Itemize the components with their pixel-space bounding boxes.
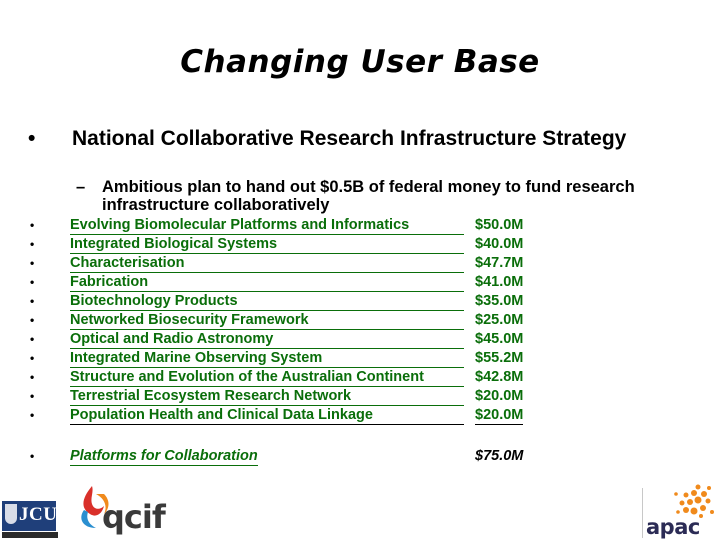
bullet-marker: • <box>30 237 35 251</box>
bullet-marker: • <box>30 294 35 308</box>
list-item: • Integrated Marine Observing System $55… <box>0 349 720 368</box>
funding-amount: $42.8M <box>475 369 524 385</box>
apac-sunburst-icon <box>674 484 714 518</box>
funding-amount: $20.0M <box>475 407 524 425</box>
platform-link[interactable]: Evolving Biomolecular Platforms and Info… <box>70 216 464 235</box>
funding-amount: $47.7M <box>475 255 524 271</box>
platform-link[interactable]: Terrestrial Ecosystem Research Network <box>70 387 464 406</box>
bullet-marker: • <box>30 408 35 422</box>
bullet-marker: • <box>28 127 36 150</box>
platform-link[interactable]: Characterisation <box>70 254 464 273</box>
bullet-marker: • <box>30 370 35 384</box>
platform-link[interactable]: Integrated Biological Systems <box>70 235 464 254</box>
list-item: • Evolving Biomolecular Platforms and In… <box>0 216 720 235</box>
funding-amount: $45.0M <box>475 331 524 347</box>
list-item: • Integrated Biological Systems $40.0M <box>0 235 720 254</box>
funding-amount: $55.2M <box>475 350 524 366</box>
list-item: • Biotechnology Products $35.0M <box>0 292 720 311</box>
list-item: • Population Health and Clinical Data Li… <box>0 406 720 425</box>
bullet-marker: • <box>30 218 35 232</box>
sub-bullet-marker: – <box>76 178 86 196</box>
qcif-swoosh-icon <box>81 486 109 528</box>
bullet-marker: • <box>30 256 35 270</box>
bullet-marker: • <box>30 275 35 289</box>
funding-amount: $35.0M <box>475 293 524 309</box>
list-item: • Terrestrial Ecosystem Research Network… <box>0 387 720 406</box>
platform-link[interactable]: Optical and Radio Astronomy <box>70 330 464 349</box>
slide-title: Changing User Base <box>180 44 540 80</box>
list-item: • Structure and Evolution of the Austral… <box>0 368 720 387</box>
funding-amount: $20.0M <box>475 388 524 404</box>
logo-divider <box>642 488 643 538</box>
bullet-marker: • <box>30 351 35 365</box>
list-item: • Fabrication $41.0M <box>0 273 720 292</box>
platform-link[interactable]: Biotechnology Products <box>70 292 464 311</box>
bullet-marker: • <box>30 449 35 463</box>
funding-amount: $41.0M <box>475 274 524 290</box>
collaboration-link[interactable]: Platforms for Collaboration <box>70 448 258 466</box>
apac-logo: apac <box>646 484 718 540</box>
funding-amount: $40.0M <box>475 236 524 252</box>
bullet-marker: • <box>30 332 35 346</box>
qcif-logo: qcif <box>74 484 174 540</box>
jcu-logo: JCU <box>2 501 58 539</box>
platform-link[interactable]: Networked Biosecurity Framework <box>70 311 464 330</box>
bullet-marker: • <box>30 389 35 403</box>
qcif-logo-text: qcif <box>102 498 166 536</box>
jcu-crest-icon <box>5 504 17 524</box>
funding-amount: $50.0M <box>475 217 524 233</box>
platform-link[interactable]: Population Health and Clinical Data Link… <box>70 406 464 425</box>
platform-link[interactable]: Fabrication <box>70 273 464 292</box>
apac-logo-text: apac <box>646 515 700 539</box>
list-item: • Optical and Radio Astronomy $45.0M <box>0 330 720 349</box>
sub-bullet-text: Ambitious plan to hand out $0.5B of fede… <box>102 178 635 214</box>
jcu-logo-text: JCU <box>19 504 58 525</box>
list-item: • Characterisation $47.7M <box>0 254 720 273</box>
collaboration-item: • Platforms for Collaboration $75.0M <box>0 447 720 467</box>
platform-link[interactable]: Structure and Evolution of the Australia… <box>70 368 464 387</box>
funding-amount: $25.0M <box>475 312 524 328</box>
collaboration-amount: $75.0M <box>475 448 524 464</box>
list-item: • Networked Biosecurity Framework $25.0M <box>0 311 720 330</box>
main-bullet-text: National Collaborative Research Infrastr… <box>72 127 627 150</box>
platform-link[interactable]: Integrated Marine Observing System <box>70 349 464 368</box>
bullet-marker: • <box>30 313 35 327</box>
